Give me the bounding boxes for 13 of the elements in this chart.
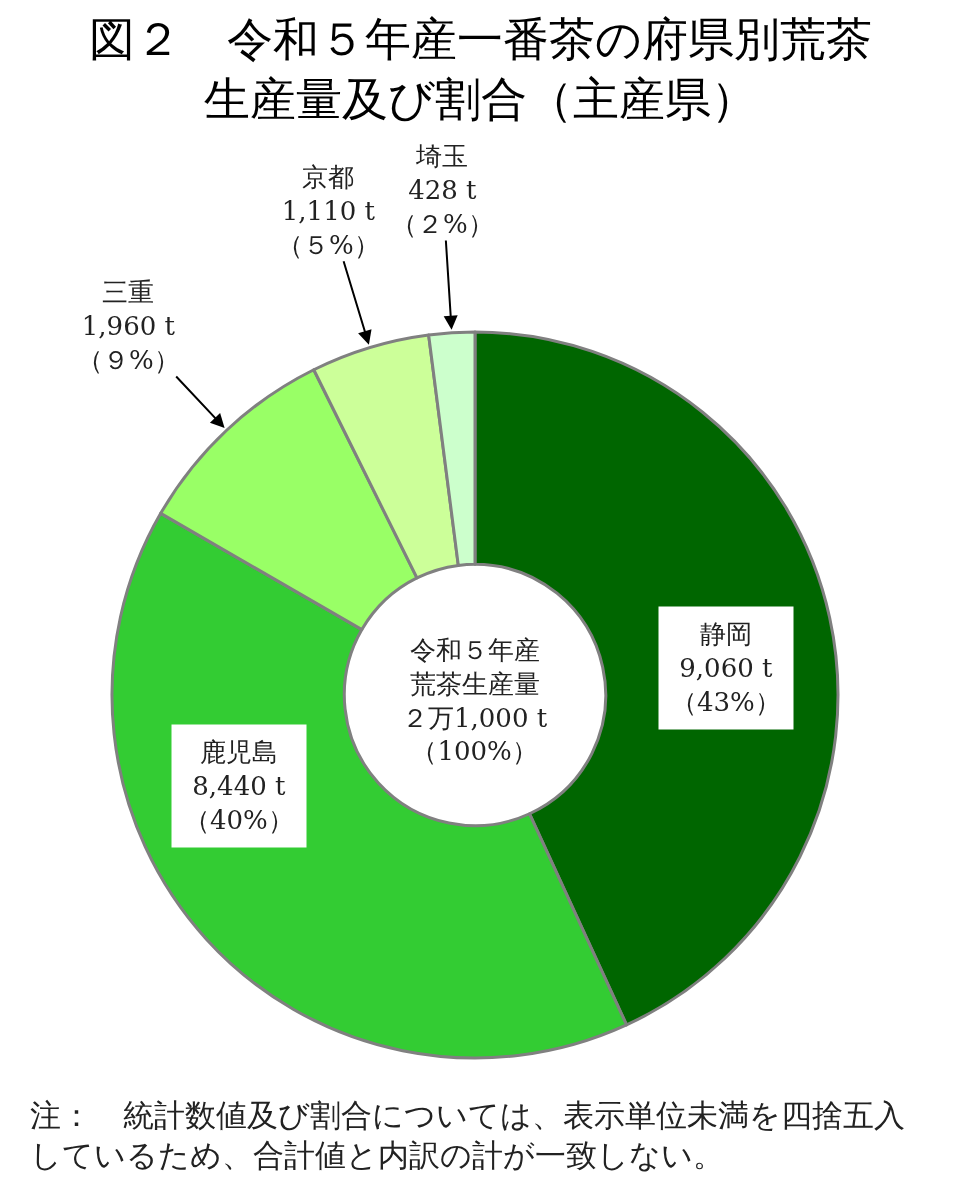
data-label: 1,960 t （９%） [77, 310, 180, 375]
text: 令和５年産荒茶生産量２万1,000 t （100%） [402, 635, 548, 767]
data-label: 1,110 t （５%） [277, 195, 380, 260]
chart-title: 図２ 令和５年産一番茶の府県別荒茶生産量及び割合（主産県） [88, 12, 872, 126]
data-label: 9,060 t （43%） [671, 652, 781, 717]
data-label: 428 t （２%） [391, 174, 494, 239]
slice-label: 埼玉 [415, 141, 469, 171]
slice-label: 三重 [102, 277, 155, 307]
text: 注： 統計数値及び割合については、表示単位未満を四捨五入しているため、合計値と内訳の計が一致しない。 [30, 1097, 905, 1174]
data-label: 8,440 t （40%） [184, 770, 294, 835]
slice-label: 静岡 [699, 619, 752, 649]
slice-label: 鹿児島 [199, 737, 278, 767]
slice-label: 京都 [302, 162, 355, 192]
